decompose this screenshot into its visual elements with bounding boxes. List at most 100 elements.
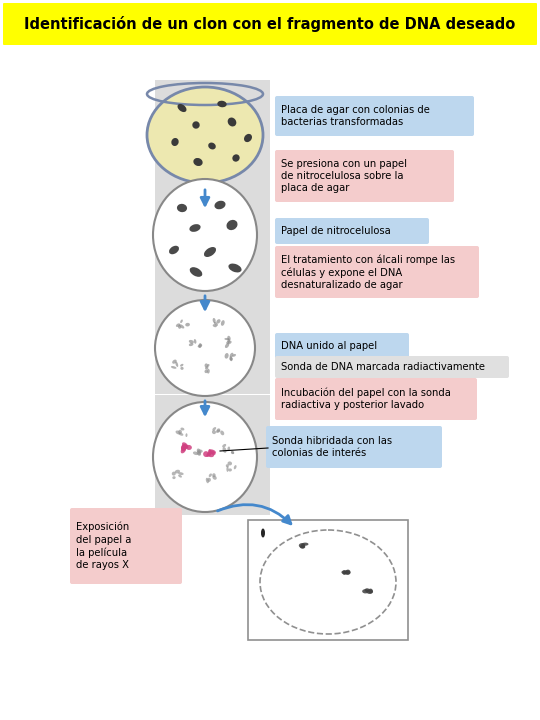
Ellipse shape xyxy=(169,246,179,254)
Ellipse shape xyxy=(177,204,187,212)
Ellipse shape xyxy=(172,359,177,364)
Ellipse shape xyxy=(153,402,257,512)
Ellipse shape xyxy=(214,201,226,210)
Ellipse shape xyxy=(222,447,227,453)
Text: El tratamiento con álcali rompe las
células y expone el DNA
desnaturalizado de a: El tratamiento con álcali rompe las célu… xyxy=(281,254,455,290)
Ellipse shape xyxy=(207,477,211,482)
Ellipse shape xyxy=(225,353,228,359)
Ellipse shape xyxy=(227,336,231,341)
Ellipse shape xyxy=(302,543,308,546)
Ellipse shape xyxy=(172,476,176,479)
Ellipse shape xyxy=(179,324,184,328)
Ellipse shape xyxy=(230,356,233,361)
Ellipse shape xyxy=(207,364,210,367)
Ellipse shape xyxy=(217,101,227,107)
Ellipse shape xyxy=(232,354,236,357)
Bar xyxy=(155,178,270,298)
Ellipse shape xyxy=(364,588,370,592)
Ellipse shape xyxy=(190,267,202,276)
Ellipse shape xyxy=(221,320,225,326)
Ellipse shape xyxy=(197,449,202,453)
Ellipse shape xyxy=(225,338,229,340)
Ellipse shape xyxy=(346,570,350,575)
Text: Se presiona con un papel
de nitrocelulosa sobre la
placa de agar: Se presiona con un papel de nitrocelulos… xyxy=(281,158,407,194)
FancyBboxPatch shape xyxy=(275,356,509,378)
Ellipse shape xyxy=(208,143,216,150)
Ellipse shape xyxy=(230,353,233,358)
Ellipse shape xyxy=(193,158,202,166)
Ellipse shape xyxy=(206,478,209,483)
FancyBboxPatch shape xyxy=(275,246,479,298)
Ellipse shape xyxy=(299,543,305,548)
Ellipse shape xyxy=(185,323,190,326)
Ellipse shape xyxy=(222,444,226,448)
Ellipse shape xyxy=(228,469,232,472)
Ellipse shape xyxy=(234,465,237,469)
Ellipse shape xyxy=(212,427,216,431)
FancyBboxPatch shape xyxy=(70,508,182,584)
Text: Sonda de DNA marcada radiactivamente: Sonda de DNA marcada radiactivamente xyxy=(281,362,485,372)
Ellipse shape xyxy=(194,339,197,343)
Ellipse shape xyxy=(190,224,200,232)
Ellipse shape xyxy=(207,369,210,374)
Ellipse shape xyxy=(227,338,230,343)
Ellipse shape xyxy=(230,357,233,361)
Ellipse shape xyxy=(220,431,224,436)
Ellipse shape xyxy=(197,449,201,454)
Ellipse shape xyxy=(185,433,187,437)
Ellipse shape xyxy=(180,320,183,323)
Ellipse shape xyxy=(182,442,188,449)
Ellipse shape xyxy=(208,449,211,456)
Ellipse shape xyxy=(368,589,373,593)
Ellipse shape xyxy=(193,451,198,455)
Ellipse shape xyxy=(207,452,214,457)
Ellipse shape xyxy=(205,366,208,370)
Text: Incubación del papel con la sonda
radiactiva y posterior lavado: Incubación del papel con la sonda radiac… xyxy=(281,387,451,410)
FancyBboxPatch shape xyxy=(275,333,409,359)
Ellipse shape xyxy=(362,589,369,593)
Ellipse shape xyxy=(178,104,186,112)
Ellipse shape xyxy=(216,430,220,433)
Ellipse shape xyxy=(204,247,216,257)
Text: Exposición
del papel a
la película
de rayos X: Exposición del papel a la película de ra… xyxy=(76,522,131,570)
Ellipse shape xyxy=(232,154,240,162)
Ellipse shape xyxy=(179,433,184,436)
Ellipse shape xyxy=(214,322,218,326)
Bar xyxy=(155,395,270,515)
Ellipse shape xyxy=(228,117,237,127)
Ellipse shape xyxy=(212,430,216,434)
Ellipse shape xyxy=(197,451,201,455)
Ellipse shape xyxy=(366,590,373,594)
Ellipse shape xyxy=(176,431,181,434)
Text: Identificación de un clon con el fragmento de DNA deseado: Identificación de un clon con el fragmen… xyxy=(24,16,516,32)
Ellipse shape xyxy=(225,343,229,348)
Ellipse shape xyxy=(178,325,181,329)
Ellipse shape xyxy=(178,430,182,434)
FancyBboxPatch shape xyxy=(275,218,429,244)
Ellipse shape xyxy=(189,343,193,346)
Ellipse shape xyxy=(171,366,177,369)
Ellipse shape xyxy=(209,474,212,477)
Bar xyxy=(248,520,408,640)
Ellipse shape xyxy=(171,138,179,146)
Text: DNA unido al papel: DNA unido al papel xyxy=(281,341,377,351)
FancyBboxPatch shape xyxy=(3,3,537,45)
Ellipse shape xyxy=(213,324,217,327)
Ellipse shape xyxy=(178,474,182,477)
Ellipse shape xyxy=(209,449,216,454)
Text: Sonda hibridada con las
colonias de interés: Sonda hibridada con las colonias de inte… xyxy=(272,436,392,458)
Ellipse shape xyxy=(181,447,186,454)
Ellipse shape xyxy=(180,364,184,366)
Ellipse shape xyxy=(227,446,230,451)
Ellipse shape xyxy=(176,323,180,327)
Ellipse shape xyxy=(178,472,184,475)
Ellipse shape xyxy=(199,343,202,348)
Ellipse shape xyxy=(213,318,215,323)
Ellipse shape xyxy=(180,428,184,431)
FancyBboxPatch shape xyxy=(275,150,454,202)
Ellipse shape xyxy=(226,467,228,472)
Ellipse shape xyxy=(261,528,265,538)
Ellipse shape xyxy=(217,428,220,432)
Ellipse shape xyxy=(182,444,188,449)
Ellipse shape xyxy=(180,367,184,370)
